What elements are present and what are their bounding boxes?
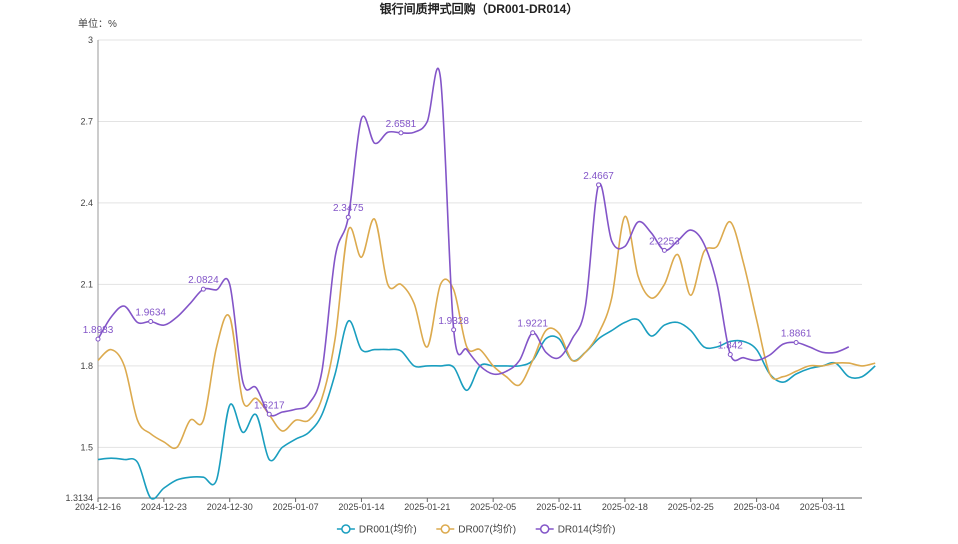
x-tick-label: 2025-02-05: [470, 502, 516, 512]
data-label: 1.9634: [135, 307, 166, 318]
x-tick-label: 2024-12-23: [141, 502, 187, 512]
data-label: 1.8983: [83, 325, 114, 336]
legend-item[interactable]: DR007(均价): [436, 524, 516, 536]
legend-swatch-marker: [539, 524, 550, 534]
y-tick-label: 2.1: [80, 279, 93, 289]
x-tick-label: 2025-03-11: [800, 502, 845, 512]
data-point: [345, 214, 351, 220]
data-point: [148, 318, 154, 324]
x-tick-label: 2025-02-25: [668, 502, 714, 512]
series-line: [97, 318, 876, 500]
series-line: [97, 67, 850, 417]
y-tick-label: 2.7: [80, 116, 93, 126]
data-point: [200, 286, 206, 292]
data-label: 1.8861: [781, 328, 812, 339]
data-label: 1.9328: [438, 316, 469, 327]
y-tick-label: 1.5: [80, 442, 93, 452]
grid-lines: [98, 39, 862, 448]
data-point: [451, 327, 457, 333]
y-tick-label: 1.8: [80, 361, 93, 371]
x-tick-label: 2025-01-07: [273, 502, 319, 512]
legend-label: DR007(均价): [458, 524, 516, 536]
legend-item[interactable]: DR014(均价): [535, 524, 616, 536]
legend[interactable]: DR001(均价) DR007(均价) DR014(均价): [336, 524, 616, 536]
series-line: [97, 215, 876, 450]
y-tick-label: 3: [88, 35, 93, 45]
legend-swatch-marker: [440, 524, 451, 534]
data-point: [266, 411, 272, 417]
data-point: [793, 339, 799, 345]
data-label: 2.0824: [188, 275, 219, 286]
x-tick-label: 2024-12-30: [207, 502, 253, 512]
x-tick-label: 2024-12-16: [75, 502, 121, 512]
x-tick-label: 2025-01-14: [338, 502, 384, 512]
series-1: [97, 318, 876, 500]
data-point: [727, 351, 733, 357]
series-layer: [95, 67, 876, 500]
legend-label: DR001(均价): [359, 524, 417, 536]
legend-label: DR014(均价): [558, 524, 616, 536]
legend-swatch-marker: [341, 524, 351, 534]
y-tick-label: 2.4: [80, 198, 93, 208]
series-2: [97, 215, 876, 450]
data-point: [95, 336, 101, 342]
unit-label: 单位：%: [78, 17, 117, 30]
data-label: 1.6217: [254, 400, 285, 411]
x-tick-label: 2025-01-21: [404, 502, 450, 512]
data-label: 2.3475: [333, 203, 364, 214]
data-point: [530, 330, 536, 336]
x-axis: 2024-12-16 2024-12-23 2024-12-30 2025-01-07…: [75, 497, 862, 512]
data-label: 2.6581: [386, 119, 417, 130]
series-3: [95, 67, 850, 417]
data-labels: 1.8983 1.9634 2.0824 1.6217 2.3475 2.6581 1.93…: [83, 119, 812, 411]
y-tick-label: 1.3134: [65, 493, 93, 503]
chart-title: 银行间质押式回购（DR001-DR014）: [380, 1, 579, 16]
data-label: 2.4667: [583, 171, 614, 182]
x-tick-label: 2025-02-18: [602, 502, 648, 512]
data-label: 1.9221: [517, 319, 548, 330]
data-label: 1.842: [718, 340, 743, 351]
data-label: 2.2253: [649, 236, 680, 247]
data-point: [398, 130, 404, 136]
legend-item[interactable]: DR001(均价): [336, 524, 417, 536]
data-point: [596, 182, 602, 188]
x-tick-label: 2025-02-11: [536, 502, 581, 512]
x-tick-label: 2025-03-04: [734, 502, 780, 512]
data-point: [661, 247, 667, 253]
y-axis: 1.3134 1.5 1.8 2.1 2.4 2.7 3: [65, 35, 99, 503]
